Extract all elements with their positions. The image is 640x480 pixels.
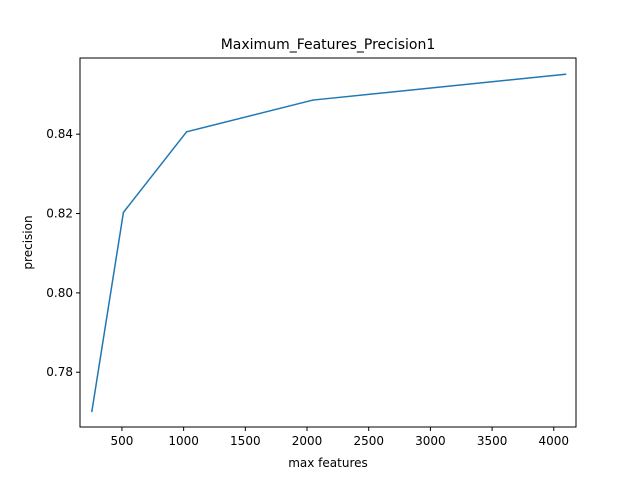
x-tick-label: 2000: [292, 434, 323, 448]
y-axis-label: precision: [21, 215, 35, 269]
plot-area: [80, 58, 576, 427]
y-tick-label: 0.82: [46, 207, 73, 221]
x-axis: 500 1000 1500 2000 2500 3000 3500 4000: [110, 427, 569, 448]
y-tick-label: 0.84: [46, 127, 73, 141]
x-tick-label: 500: [110, 434, 133, 448]
x-axis-label: max features: [288, 456, 368, 470]
x-tick-label: 1000: [168, 434, 199, 448]
x-tick-label: 3000: [415, 434, 446, 448]
data-point: [122, 211, 125, 214]
x-tick-label: 3500: [477, 434, 508, 448]
data-point: [312, 99, 314, 101]
y-tick-label: 0.80: [46, 286, 73, 300]
x-tick-label: 1500: [230, 434, 261, 448]
data-point: [91, 410, 93, 413]
series-layer: [91, 73, 567, 413]
y-tick-label: 0.78: [46, 365, 73, 379]
chart-title: Maximum_Features_Precision1: [221, 37, 436, 53]
y-axis: 0.78 0.80 0.82 0.84: [46, 127, 80, 379]
x-tick-label: 4000: [539, 434, 570, 448]
x-tick-label: 2500: [353, 434, 384, 448]
data-point: [185, 131, 188, 133]
plot-frame: [79, 57, 577, 428]
data-point: [564, 73, 567, 76]
